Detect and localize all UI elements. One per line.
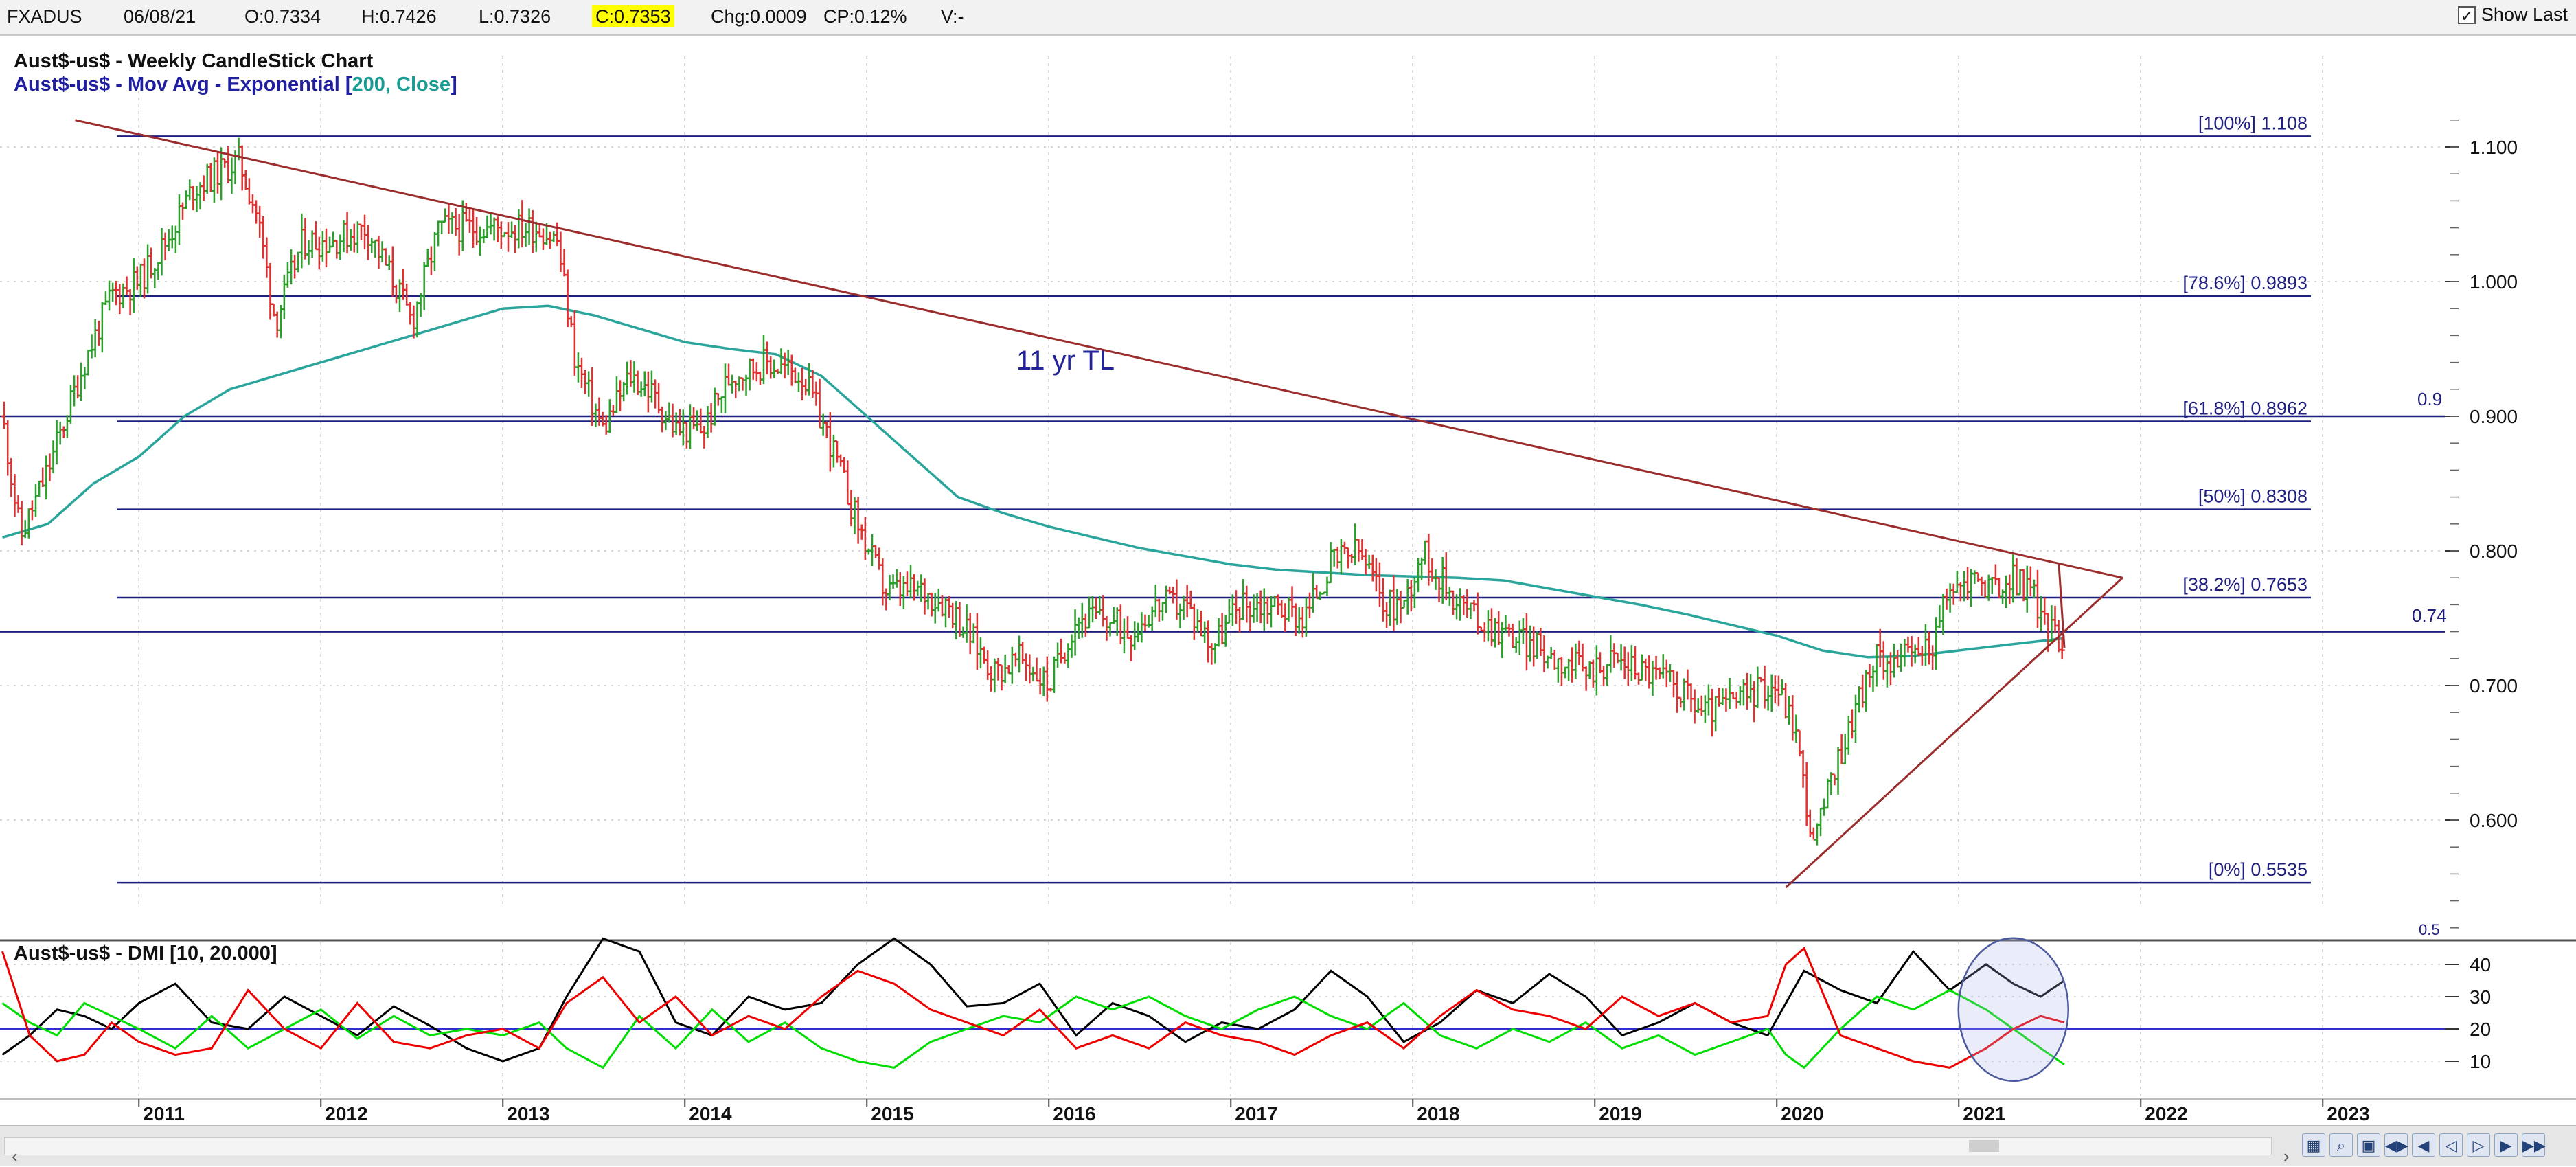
dmi-minus_di-line — [1, 946, 2065, 1069]
trendline-11yr — [75, 119, 2123, 579]
year-label-2012: 2012 — [325, 1103, 367, 1124]
ema200-series — [2, 304, 2065, 659]
year-label-2021: 2021 — [1963, 1103, 2005, 1124]
zoom-icon[interactable]: ⌕ — [2329, 1133, 2353, 1157]
save-icon[interactable]: ▣ — [2357, 1133, 2380, 1157]
year-label-2013: 2013 — [507, 1103, 549, 1124]
show-last-label: Show Last — [2481, 4, 2568, 25]
year-label-2011: 2011 — [143, 1103, 185, 1124]
dmi-label: 20 — [2470, 1019, 2491, 1040]
price-label: 0.600 — [2470, 810, 2518, 831]
scroll-right-arrow-icon[interactable]: › — [2283, 1146, 2290, 1166]
fib-label: [0%] 0.5535 — [2209, 859, 2307, 880]
ema-legend: Aust$-us$ - Mov Avg - Exponential [200, … — [14, 73, 457, 95]
show-last-toggle[interactable]: ✓ Show Last — [2457, 4, 2568, 25]
close-value: C:0.7353 — [592, 5, 674, 27]
open-value: O:0.7334 — [244, 6, 321, 27]
bottom-toolbar: ‹ › ▦ ⌕ ▣ ◀▶ ◀ ◁ ▷ ▶ ▶▶ — [0, 1125, 2576, 1166]
year-label-2023: 2023 — [2327, 1103, 2369, 1124]
fib-label: [100%] 1.108 — [2198, 113, 2307, 133]
price-label: 0.800 — [2470, 541, 2518, 562]
year-label-2017: 2017 — [1235, 1103, 1277, 1124]
high-value: H:0.7426 — [361, 6, 437, 27]
trend-lines — [75, 119, 2123, 889]
ema-legend-suffix: ] — [451, 73, 457, 95]
chart-area[interactable]: [100%] 1.108 [78.6%] 0.9893 [61.8%] 0.8962… — [0, 36, 2576, 1125]
chart-background — [0, 36, 2576, 1125]
quote-header: FXADUS 06/08/21 O:0.7334 H:0.7426 L:0.73… — [0, 0, 2576, 36]
page-last-icon[interactable]: ▶▶ — [2522, 1133, 2546, 1157]
page-forward-icon[interactable]: ▶ — [2494, 1133, 2518, 1157]
price-chart-title: Aust$-us$ - Weekly CandleStick Chart — [14, 50, 374, 72]
year-label-2018: 2018 — [1417, 1103, 1459, 1124]
scroll-back-icon[interactable]: ◁ — [2439, 1133, 2463, 1157]
low-value: L:0.7326 — [479, 6, 551, 27]
dmi-title: Aust$-us$ - DMI [10, 20.000] — [14, 942, 277, 964]
volume-value: V:- — [941, 6, 964, 27]
ema-legend-params: 200, Close — [352, 73, 451, 95]
date-label: 06/08/21 — [124, 6, 196, 27]
dmi-adx-line — [1, 937, 2065, 1063]
page-first-icon[interactable]: ◀▶ — [2384, 1133, 2408, 1157]
scrollbar-thumb[interactable] — [1969, 1140, 1999, 1152]
chart-settings-icon[interactable]: ▦ — [2302, 1133, 2325, 1157]
fib-label: [50%] 0.8308 — [2198, 486, 2307, 507]
level-090-label: 0.9 — [2417, 389, 2442, 409]
price-axis: 1.100 1.000 0.900 0.800 0.700 0.600 — [2445, 120, 2518, 929]
price-label: 0.900 — [2470, 406, 2518, 427]
dmi-label: 30 — [2470, 986, 2491, 1008]
year-label-2014: 2014 — [689, 1103, 732, 1124]
ema200-line — [2, 304, 2065, 659]
dmi-label: 10 — [2470, 1051, 2491, 1072]
year-label-2022: 2022 — [2145, 1103, 2187, 1124]
time-axis: 2011 2012 2013 2014 2015 2016 2017 2018 2019 2020… — [138, 1099, 2370, 1124]
year-label-2016: 2016 — [1053, 1103, 1095, 1124]
year-label-2020: 2020 — [1781, 1103, 1823, 1124]
year-label-2015: 2015 — [871, 1103, 913, 1124]
candlestick-series — [1, 137, 2065, 846]
fib-label: [38.2%] 0.7653 — [2182, 574, 2307, 595]
dmi-axis: 40 30 20 10 — [2445, 954, 2491, 1072]
change-pct-value: CP:0.12% — [823, 6, 907, 27]
dmi-label: 40 — [2470, 954, 2491, 975]
price-label: 0.700 — [2470, 675, 2518, 696]
page-back-icon[interactable]: ◀ — [2412, 1133, 2435, 1157]
show-last-checkbox[interactable]: ✓ — [2457, 5, 2476, 25]
fibonacci-levels: [100%] 1.108 [78.6%] 0.9893 [61.8%] 0.8962… — [117, 113, 2311, 884]
short-term-trendline — [2058, 564, 2066, 648]
scroll-forward-icon[interactable]: ▷ — [2467, 1133, 2490, 1157]
fib-label: [61.8%] 0.8962 — [2182, 398, 2307, 418]
change-value: Chg:0.0009 — [711, 6, 807, 27]
dmi-plus_di-line — [1, 988, 2065, 1069]
price-label: 1.100 — [2470, 137, 2518, 158]
year-label-2019: 2019 — [1599, 1103, 1641, 1124]
support-trendline — [1785, 577, 2123, 889]
symbol-label: FXADUS — [7, 6, 82, 27]
trendline-annotation: 11 yr TL — [1016, 345, 1115, 376]
level-074-label: 0.74 — [2412, 605, 2447, 626]
ema-legend-prefix: Aust$-us$ - Mov Avg - Exponential [ — [14, 73, 352, 95]
dmi-highlight-circle — [1957, 937, 2069, 1083]
price-label: 1.000 — [2470, 271, 2518, 293]
level-05-label: 0.5 — [2419, 921, 2440, 938]
dmi-series — [1, 937, 2065, 1069]
scroll-left-arrow-icon[interactable]: ‹ — [12, 1146, 18, 1166]
horizontal-scrollbar[interactable]: ‹ › — [4, 1137, 2290, 1166]
fib-label: [78.6%] 0.9893 — [2182, 273, 2307, 293]
close-value-highlight: C:0.7353 — [592, 5, 674, 27]
